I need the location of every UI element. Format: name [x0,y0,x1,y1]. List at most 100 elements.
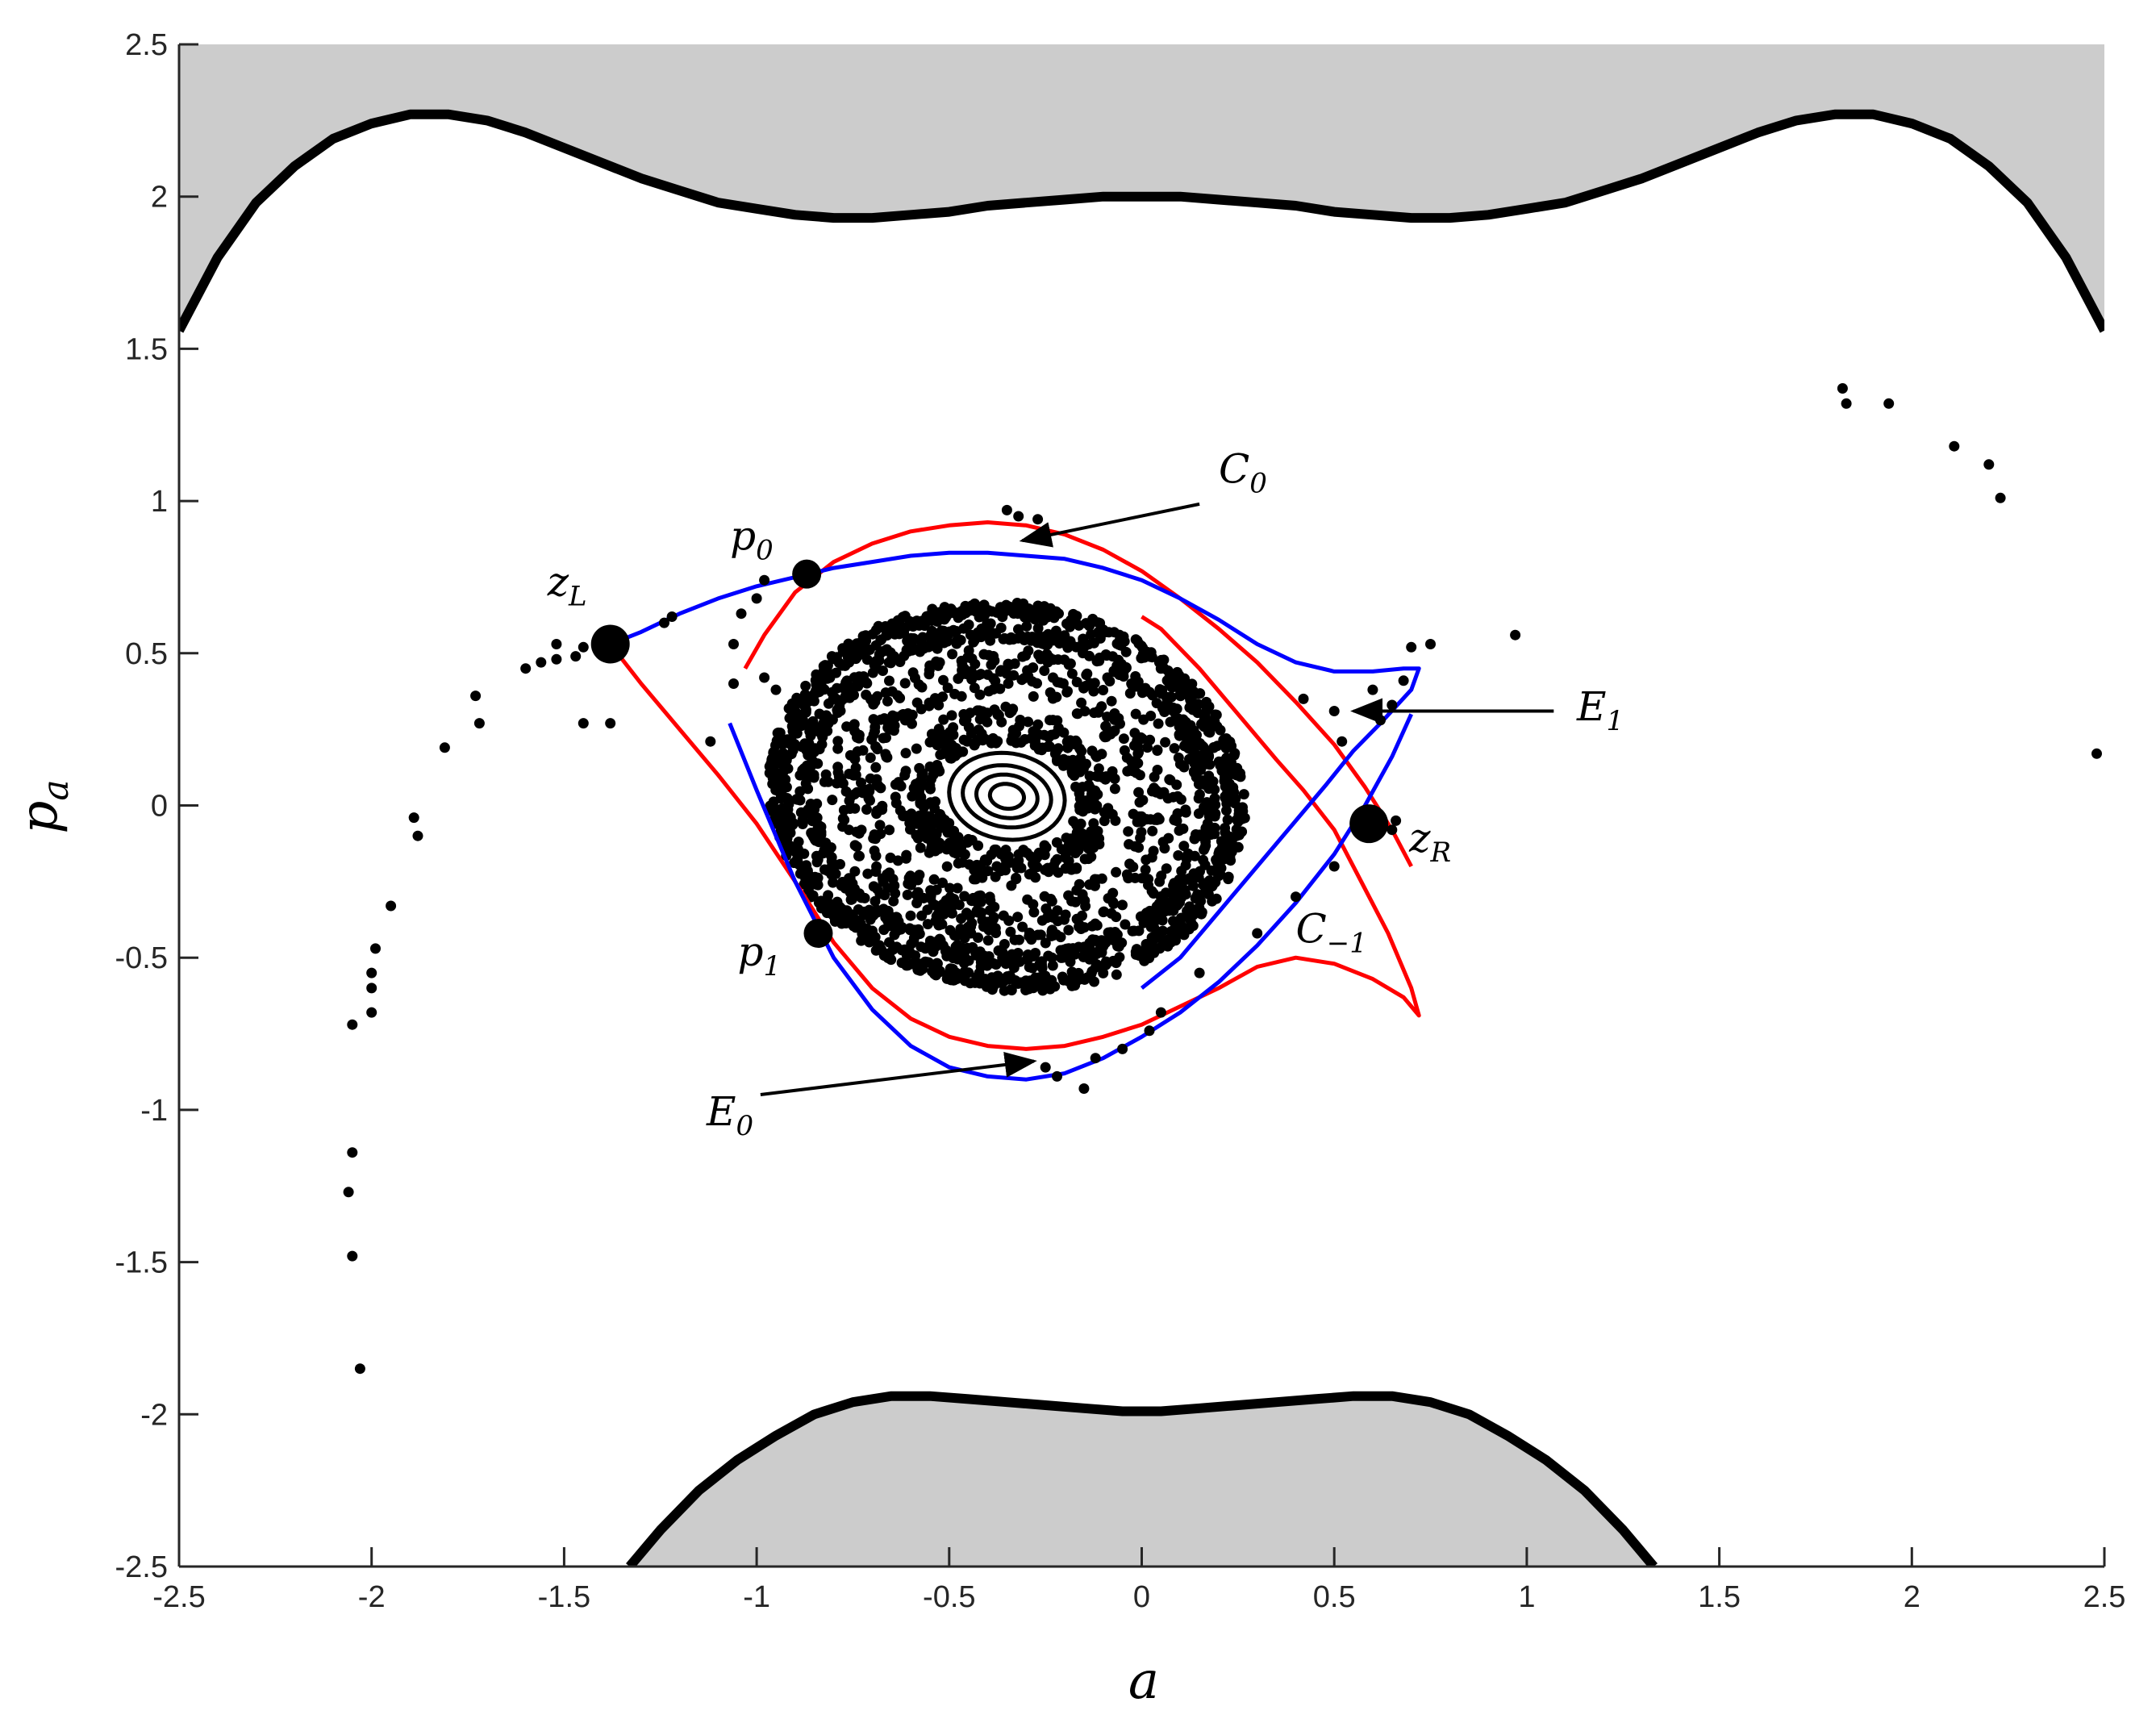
island-point [1151,901,1162,912]
island-point [833,771,844,782]
island-point [775,793,786,804]
island-point [897,709,908,720]
orbit-point [1090,1053,1101,1064]
annotation-label: C−1 [1295,905,1366,959]
y-tick-label: -2.5 [115,1550,168,1584]
island-point [966,600,977,611]
island-point [1011,737,1022,749]
island-point [821,907,832,919]
island-point [982,866,994,877]
island-point [1096,935,1107,946]
y-tick-label: -1 [140,1094,168,1128]
island-point [1022,894,1033,905]
orbit-point [705,736,716,747]
island-point [1203,889,1214,899]
orbit-point [759,574,770,586]
island-point [1136,640,1147,652]
island-point [849,916,861,928]
y-tick-label: 0.5 [125,637,168,671]
island-point [984,891,995,903]
x-tick-label: -0.5 [923,1580,975,1614]
island-point [830,899,841,910]
special-point-label-main: p [730,513,756,560]
island-point [888,725,899,736]
island-point [895,781,907,792]
island-point [856,824,867,836]
island-point [783,738,794,749]
island-point [929,693,940,704]
special-point [792,559,822,589]
orbit-point [1040,1062,1051,1073]
island-ring [987,782,1027,812]
island-point [999,864,1011,875]
island-point [1148,933,1159,944]
island-point [1077,891,1088,902]
island-point [1018,845,1029,856]
island-point [1089,789,1100,800]
island-point [1003,678,1014,689]
island-point [1103,806,1115,817]
island-point [1020,611,1030,623]
orbit-point [1078,1083,1090,1094]
island-point [838,804,849,816]
island-point [1229,798,1241,809]
island-point [928,874,940,885]
island-point [928,946,939,958]
island-point [1033,847,1045,858]
island-point [800,680,811,691]
island-point [1062,833,1074,845]
island-point [1004,707,1015,719]
island-point [934,933,945,945]
island-point [1063,855,1074,866]
island-point [917,768,928,779]
island-point [815,728,827,740]
island-point [1191,829,1201,840]
island-point [1179,740,1191,751]
orbit-point [1406,641,1417,653]
island-point [1131,681,1142,692]
island-point [902,889,913,900]
island-point [995,622,1007,633]
island-point [870,866,882,877]
island-point [907,718,917,729]
island-point [1071,820,1082,831]
island-point [846,894,857,905]
island-point [792,850,803,862]
island-point [891,912,903,923]
island-point [1109,708,1120,719]
island-point [1152,745,1163,756]
island-point [1058,974,1070,986]
island-point [1113,941,1124,952]
island-point [861,804,872,815]
island-point [957,605,968,616]
orbit-point [551,653,562,665]
island-point [1039,665,1050,676]
island-point [961,736,973,747]
island-point [1188,909,1199,920]
island-point [880,912,891,923]
island-point [1107,955,1119,966]
island-point [1157,837,1169,848]
island-point [1020,975,1032,987]
island-point [883,657,895,668]
island-point [1027,676,1038,687]
y-tick-label: 2 [151,181,168,215]
island-point [1153,909,1164,920]
island-point [832,743,844,754]
island-point [827,714,838,725]
island-point [1079,839,1091,850]
island-point [872,883,883,895]
red-curve [743,520,1413,868]
island-point [912,616,924,627]
island-point [932,909,944,920]
orbit-point [1387,824,1398,836]
island-ring [947,750,1067,842]
island-point [1193,808,1204,820]
x-axis-label: a [1128,1651,1159,1711]
island-point [1187,920,1199,932]
island-point [1030,606,1040,617]
island-point [1029,614,1040,625]
island-point [1221,805,1232,816]
island-point [1078,951,1089,962]
